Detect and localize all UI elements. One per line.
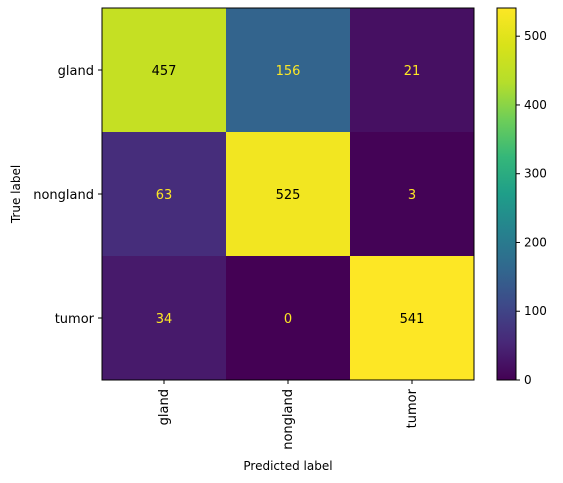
heatmap-cell — [350, 8, 475, 133]
cell-value-label: 3 — [408, 188, 416, 203]
colorbar-ticks: 0 100 200 300 400 500 — [516, 29, 547, 387]
cell-value-labels: 457 156 21 63 525 3 34 0 541 — [152, 64, 425, 327]
colorbar-tick-label: 200 — [524, 235, 547, 249]
cell-value-label: 21 — [404, 64, 421, 79]
colorbar-tick-label: 300 — [524, 167, 547, 181]
cell-value-label: 63 — [156, 188, 173, 203]
colorbar-tick-label: 500 — [524, 29, 547, 43]
heatmap-cell — [102, 8, 227, 133]
y-axis-ticks: gland nongland tumor — [33, 64, 102, 327]
colorbar-tick-label: 400 — [524, 98, 547, 112]
cell-value-label: 156 — [276, 64, 301, 79]
y-tick-label: tumor — [55, 312, 95, 327]
heatmap-cell — [102, 132, 227, 257]
cell-value-label: 525 — [276, 188, 301, 203]
heatmap-cell — [350, 132, 475, 257]
colorbar-tick-label: 0 — [524, 373, 532, 387]
heatmap-cell — [350, 256, 475, 381]
heatmap-cell — [226, 132, 351, 257]
colorbar — [496, 7, 517, 381]
y-tick-label: nongland — [33, 188, 94, 203]
cell-value-label: 457 — [152, 64, 177, 79]
x-axis-label: Predicted label — [243, 459, 332, 473]
cell-value-label: 0 — [284, 312, 292, 327]
heatmap-cell — [226, 256, 351, 381]
x-axis-ticks: gland nongland tumor — [157, 380, 420, 450]
heatmap-cell — [226, 8, 351, 133]
cell-value-label: 541 — [400, 312, 425, 327]
x-tick-label: gland — [157, 389, 172, 425]
heatmap-cell — [102, 256, 227, 381]
cell-value-label: 34 — [156, 312, 173, 327]
colorbar-tick-label: 100 — [524, 304, 547, 318]
x-tick-label: tumor — [405, 388, 420, 428]
y-tick-label: gland — [58, 64, 94, 79]
x-tick-label: nongland — [281, 389, 296, 450]
heatmap-cells — [102, 8, 475, 381]
y-axis-label: True label — [9, 165, 23, 224]
